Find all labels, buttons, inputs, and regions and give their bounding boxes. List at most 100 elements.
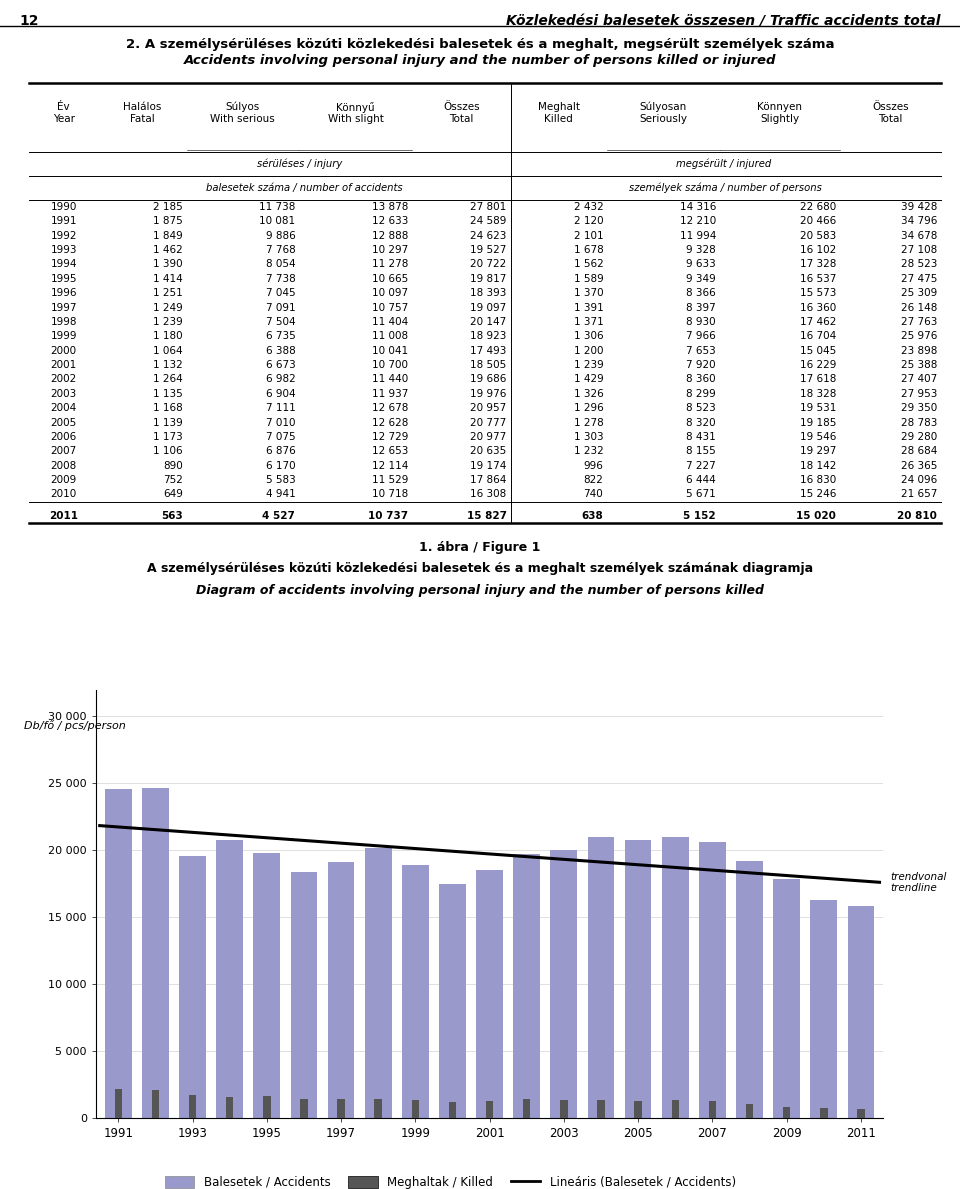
Text: 1 429: 1 429	[573, 375, 603, 384]
Text: 2005: 2005	[51, 417, 77, 428]
Text: 22 680: 22 680	[800, 202, 836, 212]
Text: 740: 740	[584, 490, 603, 499]
Text: 2 120: 2 120	[574, 216, 603, 226]
Text: 6 735: 6 735	[266, 332, 296, 341]
Text: 15 827: 15 827	[467, 511, 507, 521]
Text: 822: 822	[584, 476, 603, 485]
Text: 20 777: 20 777	[470, 417, 507, 428]
Text: 2 101: 2 101	[574, 231, 603, 240]
Line: Lineáris (Balesetek / Accidents): Lineáris (Balesetek / Accidents)	[100, 825, 879, 882]
Text: 7 045: 7 045	[266, 288, 296, 298]
Text: 16 102: 16 102	[800, 245, 836, 256]
Text: 28 523: 28 523	[900, 259, 937, 270]
Text: 19 174: 19 174	[470, 460, 507, 471]
Text: Könnyű
With slight: Könnyű With slight	[327, 102, 383, 124]
Text: 16 308: 16 308	[470, 490, 507, 499]
Text: 11 994: 11 994	[680, 231, 716, 240]
Bar	[337, 1099, 345, 1118]
Text: 1990: 1990	[51, 202, 77, 212]
Text: 15 246: 15 246	[800, 490, 836, 499]
Text: 1 239: 1 239	[573, 360, 603, 370]
Text: 1 849: 1 849	[153, 231, 182, 240]
Text: 12 628: 12 628	[372, 417, 408, 428]
Text: 1997: 1997	[51, 302, 77, 313]
Text: 7 768: 7 768	[266, 245, 296, 256]
Bar	[226, 1096, 233, 1118]
Text: 27 475: 27 475	[900, 273, 937, 284]
Text: 17 618: 17 618	[800, 375, 836, 384]
Text: 18 328: 18 328	[800, 389, 836, 398]
Text: 5 583: 5 583	[266, 476, 296, 485]
Bar	[671, 1100, 679, 1118]
Text: 11 529: 11 529	[372, 476, 408, 485]
Bar	[486, 1101, 493, 1118]
Bar	[402, 864, 429, 1118]
Text: 12 678: 12 678	[372, 403, 408, 413]
Bar	[216, 841, 243, 1118]
Bar	[374, 1100, 382, 1118]
Bar	[180, 856, 205, 1118]
Text: 1 296: 1 296	[573, 403, 603, 413]
Text: 1 303: 1 303	[574, 432, 603, 442]
Bar	[412, 1100, 420, 1118]
Text: 7 227: 7 227	[686, 460, 716, 471]
Text: 26 365: 26 365	[900, 460, 937, 471]
Text: 1999: 1999	[51, 332, 77, 341]
Text: 1 326: 1 326	[573, 389, 603, 398]
Text: 8 930: 8 930	[686, 317, 716, 327]
Text: 28 783: 28 783	[900, 417, 937, 428]
Text: 1 232: 1 232	[573, 446, 603, 457]
Text: 1993: 1993	[51, 245, 77, 256]
Text: Accidents involving personal injury and the number of persons killed or injured: Accidents involving personal injury and …	[183, 54, 777, 67]
Bar	[699, 842, 726, 1118]
Text: 16 229: 16 229	[800, 360, 836, 370]
Text: személyek száma / number of persons: személyek száma / number of persons	[629, 183, 822, 193]
Bar	[560, 1100, 567, 1118]
Text: 15 020: 15 020	[796, 511, 836, 521]
Text: 13 878: 13 878	[372, 202, 408, 212]
Text: 10 297: 10 297	[372, 245, 408, 256]
Text: 17 493: 17 493	[470, 346, 507, 356]
Text: 12 633: 12 633	[372, 216, 408, 226]
Lineáris (Balesetek / Accidents)	[94, 818, 106, 832]
Text: 1 264: 1 264	[153, 375, 182, 384]
Text: 19 531: 19 531	[800, 403, 836, 413]
Text: 1 064: 1 064	[153, 346, 182, 356]
Text: trendvonal
trendline: trendvonal trendline	[890, 872, 947, 893]
Bar	[588, 837, 614, 1118]
Text: 16 360: 16 360	[800, 302, 836, 313]
Bar	[774, 879, 800, 1118]
Text: 4 527: 4 527	[262, 511, 296, 521]
Bar	[476, 870, 503, 1118]
Text: 2011: 2011	[49, 511, 78, 521]
Text: 1 200: 1 200	[574, 346, 603, 356]
Text: 8 397: 8 397	[686, 302, 716, 313]
Text: 10 757: 10 757	[372, 302, 408, 313]
Bar	[263, 1096, 271, 1118]
Text: 27 953: 27 953	[900, 389, 937, 398]
Text: 12 729: 12 729	[372, 432, 408, 442]
Text: 20 147: 20 147	[470, 317, 507, 327]
Text: 11 404: 11 404	[372, 317, 408, 327]
Text: 20 635: 20 635	[470, 446, 507, 457]
Bar	[291, 872, 318, 1118]
Text: 1 678: 1 678	[573, 245, 603, 256]
Bar	[514, 855, 540, 1118]
Text: 7 504: 7 504	[266, 317, 296, 327]
Bar	[142, 788, 169, 1118]
Text: 8 320: 8 320	[686, 417, 716, 428]
Text: 19 686: 19 686	[470, 375, 507, 384]
Text: Év
Year: Év Year	[53, 102, 75, 124]
Bar	[625, 839, 652, 1118]
Text: 1995: 1995	[51, 273, 77, 284]
Text: 1998: 1998	[51, 317, 77, 327]
Text: 10 041: 10 041	[372, 346, 408, 356]
Text: 7 010: 7 010	[266, 417, 296, 428]
Text: 19 817: 19 817	[470, 273, 507, 284]
Text: 24 623: 24 623	[470, 231, 507, 240]
Text: 1992: 1992	[51, 231, 77, 240]
Text: 6 876: 6 876	[266, 446, 296, 457]
Text: 2 185: 2 185	[153, 202, 182, 212]
Text: Összes
Total: Összes Total	[872, 102, 909, 124]
Text: 24 589: 24 589	[470, 216, 507, 226]
